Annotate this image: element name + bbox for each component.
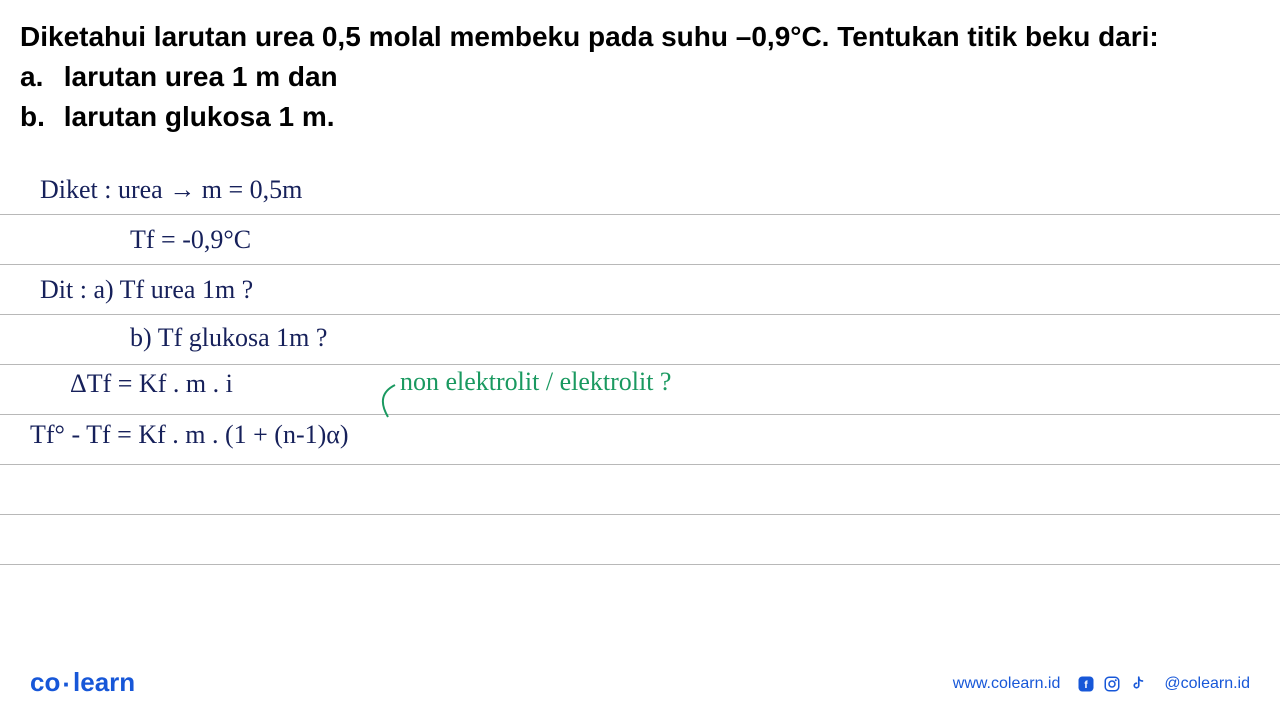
logo-dot: · xyxy=(62,669,71,700)
question-letter-b: b. xyxy=(20,98,56,136)
footer: co·learn www.colearn.id f @colearn.id xyxy=(0,667,1280,700)
social-icons: f xyxy=(1076,674,1148,694)
footer-right: www.colearn.id f @colearn.id xyxy=(953,674,1250,694)
svg-text:f: f xyxy=(1085,678,1089,690)
question-item-b: b. larutan glukosa 1 m. xyxy=(20,98,1260,136)
work-area: Diket : urea → m = 0,5mTf = -0,9°CDit : … xyxy=(0,165,1280,565)
instagram-icon xyxy=(1102,674,1122,694)
question-main: Diketahui larutan urea 0,5 molal membeku… xyxy=(20,18,1260,56)
tiktok-icon xyxy=(1128,674,1148,694)
logo-text-2: learn xyxy=(73,667,135,697)
ruled-line xyxy=(0,515,1280,565)
question-letter-a: a. xyxy=(20,58,56,96)
arrow-curve xyxy=(0,165,500,465)
question-item-a: a. larutan urea 1 m dan xyxy=(20,58,1260,96)
ruled-line xyxy=(0,465,1280,515)
question-area: Diketahui larutan urea 0,5 molal membeku… xyxy=(0,0,1280,145)
social-handle: @colearn.id xyxy=(1164,675,1250,693)
website-url: www.colearn.id xyxy=(953,675,1061,693)
logo: co·learn xyxy=(30,667,135,700)
logo-text-1: co xyxy=(30,667,60,697)
question-text-a: larutan urea 1 m dan xyxy=(64,61,338,92)
facebook-icon: f xyxy=(1076,674,1096,694)
question-text-b: larutan glukosa 1 m. xyxy=(64,101,335,132)
